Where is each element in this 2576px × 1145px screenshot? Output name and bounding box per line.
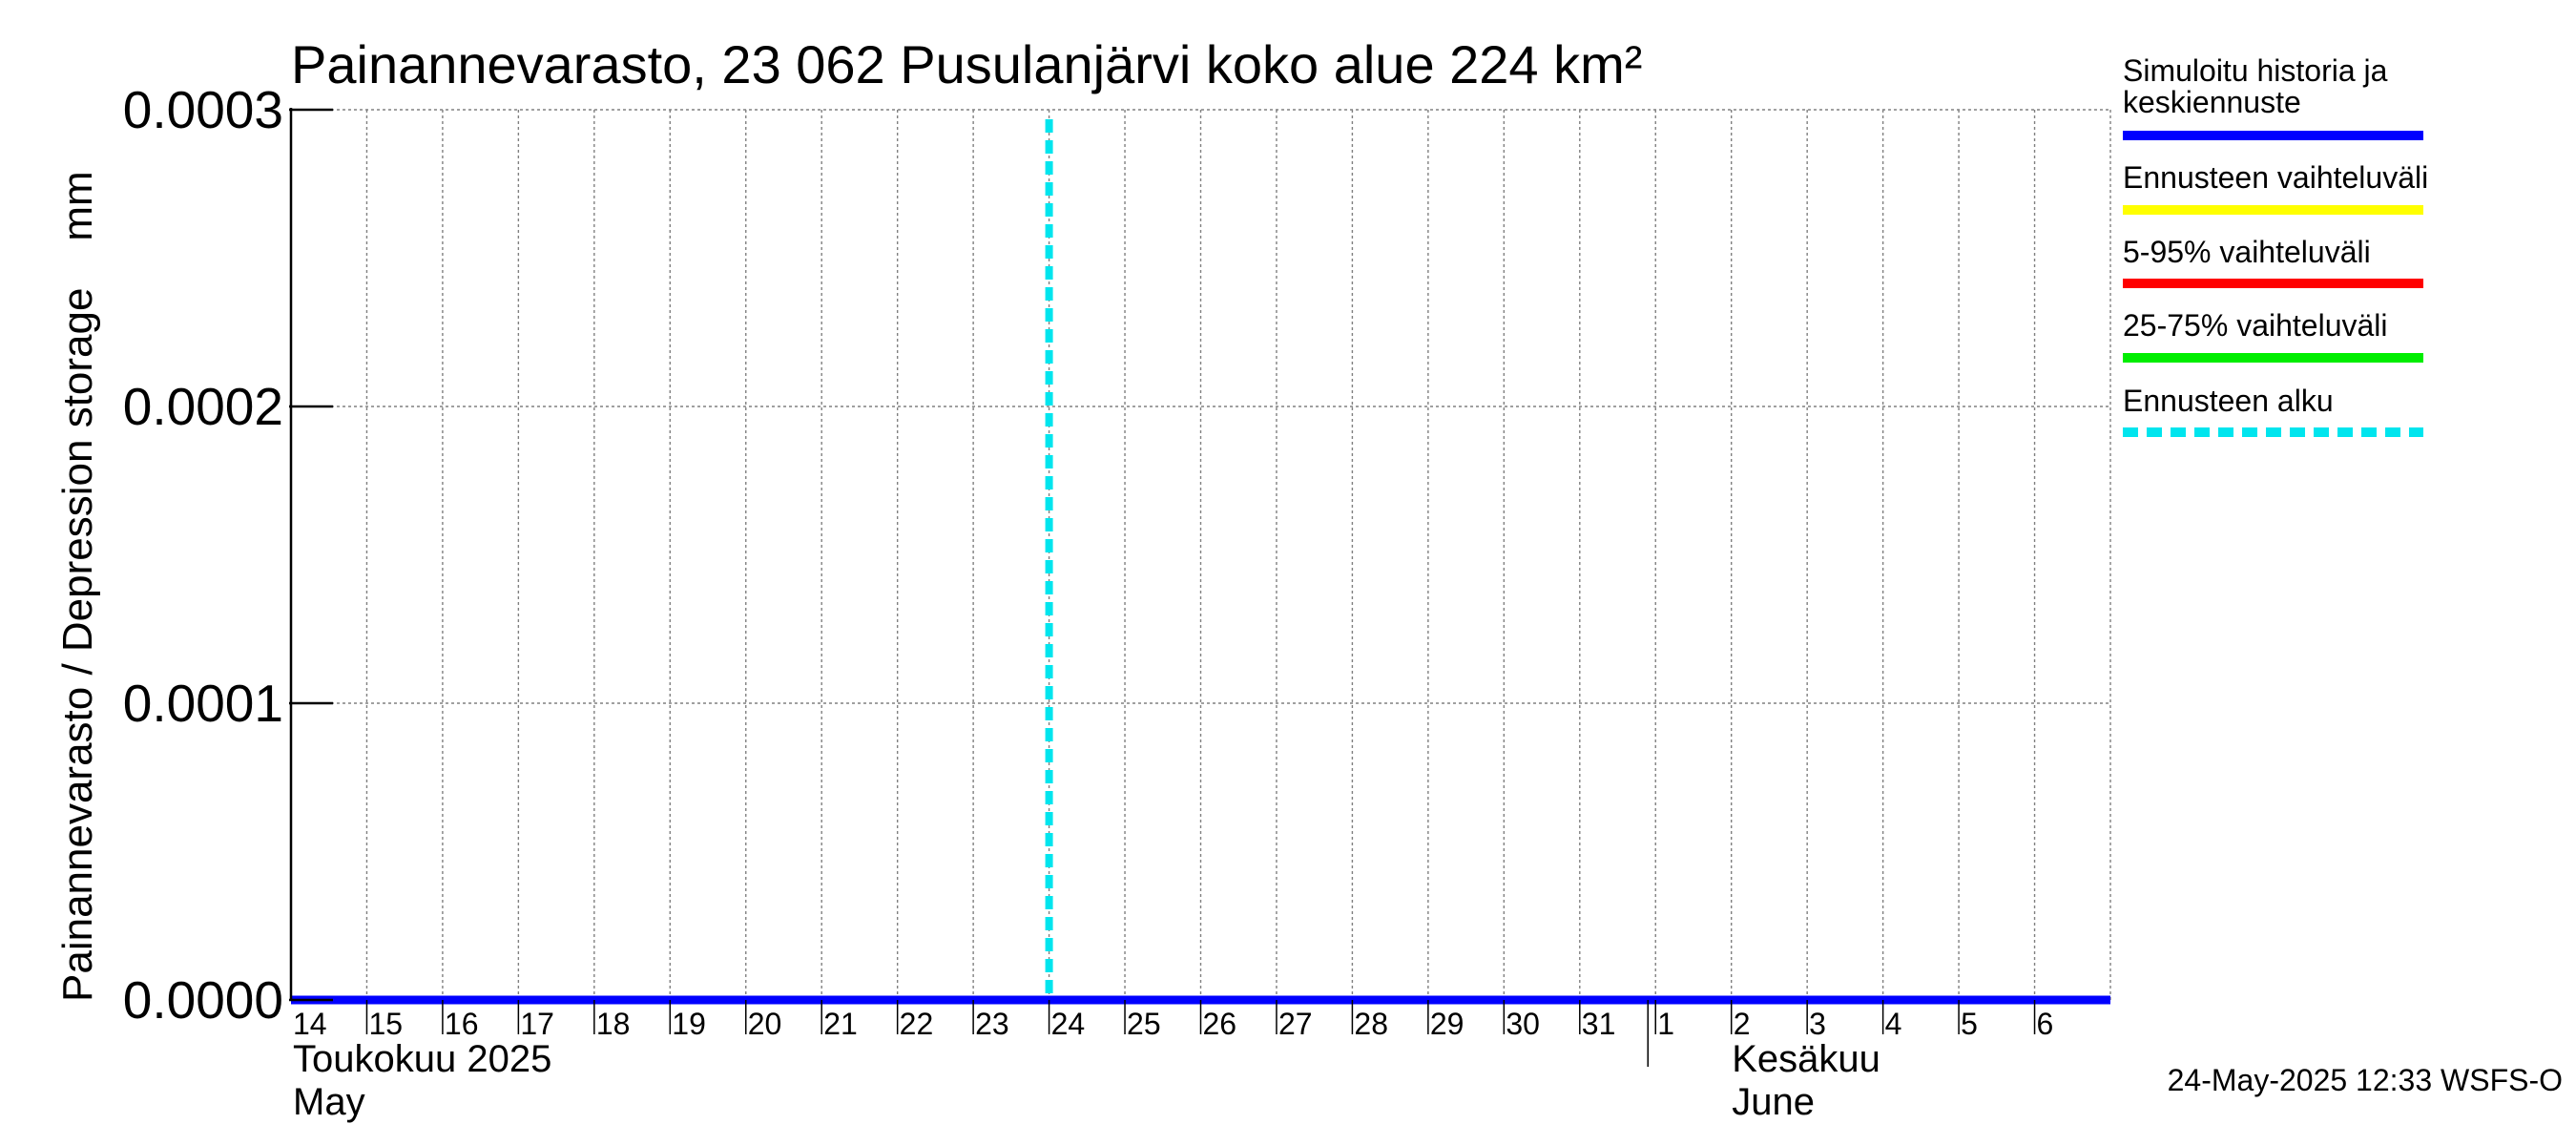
x-tick-label: 24 [1051, 1007, 1086, 1041]
legend-label: Ennusteen vaihteluväli [2123, 160, 2428, 195]
x-tick-label: 17 [520, 1007, 554, 1041]
x-tick-label: 6 [2037, 1007, 2054, 1041]
x-tick-label: 19 [672, 1007, 706, 1041]
plot-area [291, 109, 2111, 1005]
x-tick-label: 2 [1734, 1007, 1751, 1041]
x-tick-label: 31 [1582, 1007, 1616, 1041]
legend-label: Ennusteen alku [2123, 384, 2334, 418]
x-axis: 14 15 16 17 18 19 20 21 22 23 24 25 26 27 28 29 30 31 1 2 3 4… [293, 1000, 2053, 1123]
y-axis-label: Painannevarasto / Depression storage mm [54, 171, 101, 1002]
x-tick-label: 1 [1657, 1007, 1674, 1041]
legend-label: keskiennuste [2123, 85, 2301, 119]
x-tick-label: 30 [1506, 1007, 1540, 1041]
x-tick-label: 22 [900, 1007, 934, 1041]
x-tick-label: 20 [748, 1007, 782, 1041]
x-tick-label: 4 [1885, 1007, 1902, 1041]
x-tick-label: 14 [293, 1007, 327, 1041]
x-tick-label: 28 [1354, 1007, 1388, 1041]
x-tick-label: 29 [1430, 1007, 1465, 1041]
chart-title: Painannevarasto, 23 062 Pusulanjärvi kok… [291, 34, 1642, 94]
legend-label: Simuloitu historia ja [2123, 53, 2388, 88]
y-tick-label: 0.0000 [123, 970, 283, 1030]
x-tick-label: 18 [596, 1007, 631, 1041]
month-label: Toukokuu 2025 [293, 1038, 551, 1080]
month-label-en: May [293, 1081, 365, 1123]
legend-label: 5-95% vaihteluväli [2123, 235, 2371, 269]
timestamp: 24-May-2025 12:33 WSFS-O [2168, 1063, 2563, 1097]
x-tick-label: 27 [1278, 1007, 1313, 1041]
y-tick-label: 0.0001 [123, 674, 283, 733]
x-tick-label: 16 [445, 1007, 479, 1041]
y-tick-label: 0.0002 [123, 377, 283, 436]
x-tick-label: 5 [1961, 1007, 1978, 1041]
x-tick-label: 21 [823, 1007, 858, 1041]
x-tick-label: 25 [1127, 1007, 1161, 1041]
month-label-en: June [1732, 1081, 1815, 1123]
y-tick-label: 0.0003 [123, 80, 283, 139]
x-tick-label: 15 [368, 1007, 403, 1041]
x-tick-label: 26 [1203, 1007, 1237, 1041]
month-label: Kesäkuu [1732, 1038, 1880, 1080]
x-tick-label: 3 [1809, 1007, 1826, 1041]
legend-label: 25-75% vaihteluväli [2123, 308, 2388, 343]
y-axis: 0.0000 0.0001 0.0002 0.0003 [123, 80, 333, 1030]
x-tick-label: 23 [975, 1007, 1009, 1041]
